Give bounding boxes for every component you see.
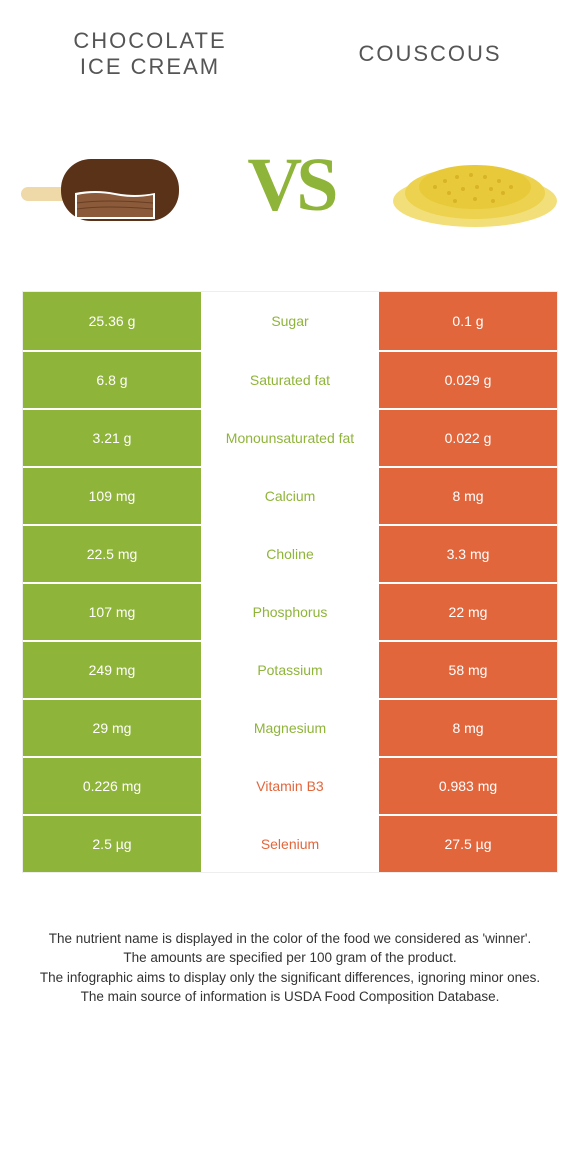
footer-notes: The nutrient name is displayed in the co… bbox=[30, 929, 550, 1007]
table-row: 109 mgCalcium8 mg bbox=[23, 466, 557, 524]
footer-line-1: The nutrient name is displayed in the co… bbox=[30, 929, 550, 949]
nutrient-label: Phosphorus bbox=[201, 582, 379, 640]
nutrient-label: Magnesium bbox=[201, 698, 379, 756]
left-value: 2.5 µg bbox=[23, 814, 201, 872]
right-value: 8 mg bbox=[379, 698, 557, 756]
right-value: 22 mg bbox=[379, 582, 557, 640]
right-value: 0.022 g bbox=[379, 408, 557, 466]
left-food-title: CHOCOLATE ICE CREAM bbox=[73, 28, 226, 81]
left-value: 6.8 g bbox=[23, 350, 201, 408]
vs-zone: VS bbox=[0, 91, 580, 291]
nutrient-label: Vitamin B3 bbox=[201, 756, 379, 814]
left-value: 249 mg bbox=[23, 640, 201, 698]
nutrient-label: Calcium bbox=[201, 466, 379, 524]
right-value: 58 mg bbox=[379, 640, 557, 698]
comparison-table: 25.36 gSugar0.1 g6.8 gSaturated fat0.029… bbox=[22, 291, 558, 873]
left-value: 29 mg bbox=[23, 698, 201, 756]
left-food-title-col: CHOCOLATE ICE CREAM bbox=[40, 28, 260, 81]
right-value: 0.1 g bbox=[379, 292, 557, 350]
footer-line-2: The amounts are specified per 100 gram o… bbox=[30, 948, 550, 968]
vs-label: VS bbox=[247, 142, 332, 229]
left-value: 25.36 g bbox=[23, 292, 201, 350]
left-value: 22.5 mg bbox=[23, 524, 201, 582]
right-food-title: COUSCOUS bbox=[358, 41, 501, 67]
left-value: 107 mg bbox=[23, 582, 201, 640]
right-value: 0.983 mg bbox=[379, 756, 557, 814]
right-value: 8 mg bbox=[379, 466, 557, 524]
ice-cream-icon bbox=[15, 131, 195, 241]
right-food-title-col: COUSCOUS bbox=[320, 28, 540, 81]
nutrient-label: Sugar bbox=[201, 292, 379, 350]
nutrient-label: Potassium bbox=[201, 640, 379, 698]
left-value: 0.226 mg bbox=[23, 756, 201, 814]
nutrient-label: Monounsaturated fat bbox=[201, 408, 379, 466]
right-value: 27.5 µg bbox=[379, 814, 557, 872]
left-value: 3.21 g bbox=[23, 408, 201, 466]
table-row: 249 mgPotassium58 mg bbox=[23, 640, 557, 698]
right-value: 0.029 g bbox=[379, 350, 557, 408]
table-row: 3.21 gMonounsaturated fat0.022 g bbox=[23, 408, 557, 466]
table-row: 2.5 µgSelenium27.5 µg bbox=[23, 814, 557, 872]
table-row: 6.8 gSaturated fat0.029 g bbox=[23, 350, 557, 408]
nutrient-label: Saturated fat bbox=[201, 350, 379, 408]
table-row: 0.226 mgVitamin B30.983 mg bbox=[23, 756, 557, 814]
table-row: 29 mgMagnesium8 mg bbox=[23, 698, 557, 756]
header: CHOCOLATE ICE CREAM COUSCOUS bbox=[0, 0, 580, 91]
nutrient-label: Selenium bbox=[201, 814, 379, 872]
couscous-icon bbox=[385, 131, 565, 241]
nutrient-label: Choline bbox=[201, 524, 379, 582]
left-value: 109 mg bbox=[23, 466, 201, 524]
footer-line-4: The main source of information is USDA F… bbox=[30, 987, 550, 1007]
table-row: 22.5 mgCholine3.3 mg bbox=[23, 524, 557, 582]
right-value: 3.3 mg bbox=[379, 524, 557, 582]
footer-line-3: The infographic aims to display only the… bbox=[30, 968, 550, 988]
table-row: 25.36 gSugar0.1 g bbox=[23, 292, 557, 350]
table-row: 107 mgPhosphorus22 mg bbox=[23, 582, 557, 640]
